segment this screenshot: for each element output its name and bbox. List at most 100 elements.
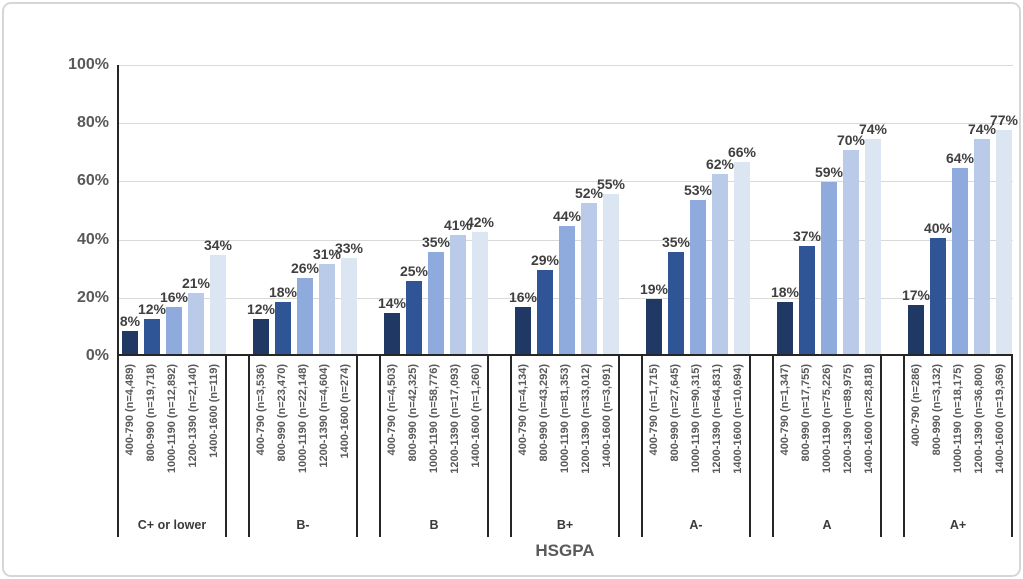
x-axis-title: HSGPA — [535, 541, 595, 560]
category-label-cell: 1400-1600 (n=119) — [204, 364, 225, 510]
bar: 14% — [378, 295, 406, 354]
bar-value-label: 19% — [639, 280, 669, 297]
bar: 41% — [444, 217, 472, 354]
bar-value-label: 18% — [268, 283, 298, 300]
bar-value-label: 40% — [923, 219, 953, 236]
category-label-cell: 800-990 (n=43,292) — [534, 364, 555, 510]
bar: 26% — [291, 260, 319, 354]
bar-value-label: 25% — [399, 263, 429, 280]
category-label: 400-790 (n=3,536) — [255, 364, 267, 456]
category-label-column: 400-790 (n=4,489) 800-990 (n=19,718) 1000-… — [119, 364, 225, 510]
bar: 34% — [204, 237, 232, 354]
plot-area: 8% 12% 16% 21% 34% 12% 18% 26% 31% 33% 14% 25% 35% 41… — [117, 65, 1018, 356]
category-label: 1000-1190 (n=22,148) — [297, 364, 309, 474]
group-label: B- — [296, 518, 310, 532]
bar-value-label: 26% — [290, 260, 320, 277]
bar-value-label: 29% — [530, 251, 560, 268]
category-label: 400-790 (n=4,503) — [386, 364, 398, 456]
bar-value-label: 64% — [945, 149, 975, 166]
bar-value-label: 16% — [159, 289, 189, 306]
bar: 31% — [313, 246, 341, 354]
bar: 12% — [247, 301, 275, 354]
bar: 18% — [269, 284, 297, 354]
category-label-cell: 1200-1390 (n=33,012) — [576, 364, 597, 510]
bar-group-a: 18% 37% 59% 70% 74% — [771, 65, 887, 354]
category-label-cell: 400-790 (n=1,715) — [644, 364, 665, 510]
bar-value-label: 14% — [377, 295, 407, 312]
category-label-cell: 800-990 (n=17,755) — [796, 364, 817, 510]
category-label: 1000-1190 (n=18,175) — [952, 364, 964, 474]
category-label-cell: 1200-1390 (n=64,831) — [707, 364, 728, 510]
bar-value-label: 70% — [836, 132, 866, 149]
bar: 29% — [531, 252, 559, 354]
bar-value-label: 74% — [967, 120, 997, 137]
category-label: 1000-1190 (n=75,226) — [821, 364, 833, 474]
category-label: 1200-1390 (n=4,604) — [318, 364, 330, 468]
category-label-cell: 800-990 (n=27,645) — [665, 364, 686, 510]
category-label: 1400-1600 (n=19,369) — [994, 364, 1006, 474]
category-label-cell: 400-790 (n=3,536) — [251, 364, 272, 510]
bar: 40% — [924, 220, 952, 354]
category-label-cell: 800-990 (n=23,470) — [272, 364, 293, 510]
bar: 33% — [335, 240, 363, 354]
bar-value-label: 44% — [552, 207, 582, 224]
category-label-column: 400-790 (n=1,347) 800-990 (n=17,755) 1000-… — [774, 364, 880, 510]
bar: 21% — [182, 275, 210, 354]
category-label: 800-990 (n=42,325) — [407, 364, 419, 462]
bar: 70% — [837, 132, 865, 354]
bar: 37% — [793, 228, 821, 354]
bar-value-label: 66% — [727, 143, 757, 160]
bar: 52% — [575, 185, 603, 354]
group-label: C+ or lower — [137, 518, 207, 532]
category-axis: 400-790 (n=4,489) 800-990 (n=19,718) 1000-… — [117, 356, 1013, 537]
y-tick-label: 40% — [76, 230, 109, 248]
bar-value-label: 21% — [181, 274, 211, 291]
bar: 19% — [640, 281, 668, 354]
bar-value-label: 41% — [443, 216, 473, 233]
bar-group-a+: 17% 40% 64% 74% 77% — [902, 65, 1018, 354]
category-label-cell: 1000-1190 (n=12,892) — [162, 364, 183, 510]
category-label-cell: 800-990 (n=42,325) — [403, 364, 424, 510]
bar: 62% — [706, 156, 734, 354]
bar: 42% — [466, 214, 494, 354]
category-label-cell: 1400-1600 (n=19,369) — [990, 364, 1011, 510]
category-label: 1200-1390 (n=64,831) — [711, 364, 723, 474]
category-label: 1200-1390 (n=17,093) — [449, 364, 461, 474]
category-label-cell: 800-990 (n=3,132) — [927, 364, 948, 510]
category-label-cell: 1200-1390 (n=36,800) — [969, 364, 990, 510]
category-label: 400-790 (n=1,347) — [779, 364, 791, 456]
gridline-100 — [119, 65, 1013, 66]
category-label-column: 400-790 (n=3,536) 800-990 (n=23,470) 1000-… — [250, 364, 356, 510]
category-group-box: 400-790 (n=1,715) 800-990 (n=27,645) 1000-… — [641, 356, 751, 537]
category-group-box: 400-790 (n=3,536) 800-990 (n=23,470) 1000-… — [248, 356, 358, 537]
category-label-cell: 1400-1600 (n=28,818) — [859, 364, 880, 510]
bar: 8% — [120, 313, 140, 354]
category-label-cell: 1000-1190 (n=22,148) — [293, 364, 314, 510]
bar-value-label: 59% — [814, 164, 844, 181]
bar-value-label: 35% — [661, 234, 691, 251]
category-label: 1000-1190 (n=12,892) — [166, 364, 178, 474]
category-label: 800-990 (n=3,132) — [931, 364, 943, 456]
category-label: 400-790 (n=286) — [910, 364, 922, 447]
category-label: 1200-1390 (n=33,012) — [580, 364, 592, 474]
category-label-column: 400-790 (n=1,715) 800-990 (n=27,645) 1000-… — [643, 364, 749, 510]
bar: 35% — [422, 234, 450, 354]
bar-value-label: 42% — [465, 213, 495, 230]
group-label: A- — [689, 518, 703, 532]
category-label-cell: 800-990 (n=19,718) — [141, 364, 162, 510]
category-label-cell: 400-790 (n=4,134) — [513, 364, 534, 510]
category-label-cell: 1400-1600 (n=3,091) — [597, 364, 618, 510]
bar: 35% — [662, 234, 690, 354]
category-label-column: 400-790 (n=4,134) 800-990 (n=43,292) 1000-… — [512, 364, 618, 510]
bar-value-label: 37% — [792, 228, 822, 245]
gridline-80 — [119, 123, 1013, 125]
category-label: 1200-1390 (n=36,800) — [973, 364, 985, 474]
category-label: 1200-1390 (n=89,975) — [842, 364, 854, 474]
category-label: 1000-1190 (n=90,315) — [690, 364, 702, 474]
bar-value-label: 62% — [705, 155, 735, 172]
category-label: 800-990 (n=43,292) — [538, 364, 550, 462]
bar: 25% — [400, 263, 428, 354]
category-label: 1200-1390 (n=2,140) — [187, 364, 199, 468]
